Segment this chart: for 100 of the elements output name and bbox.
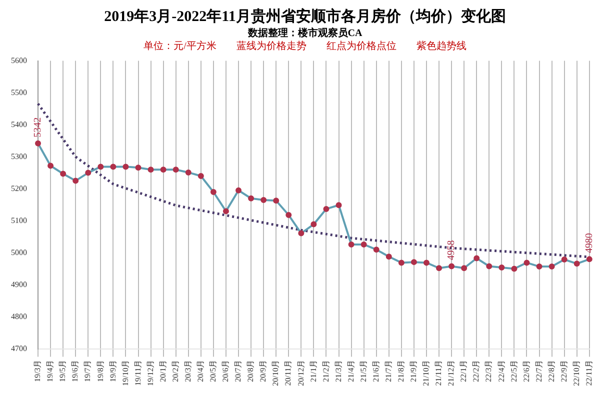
point bbox=[448, 263, 455, 270]
y-tick-label: 4900 bbox=[11, 280, 27, 289]
point bbox=[360, 241, 367, 248]
x-tick-label: 22/9月 bbox=[559, 360, 568, 382]
x-tick-label: 21/8月 bbox=[396, 360, 406, 382]
point bbox=[298, 230, 304, 236]
point bbox=[474, 255, 480, 262]
x-tick-label: 20/7月 bbox=[234, 360, 243, 382]
x-tick-label: 22/5月 bbox=[509, 360, 518, 382]
point bbox=[185, 169, 192, 176]
x-tick-label: 20/1月 bbox=[158, 360, 168, 382]
chart-subtitle: 数据整理：楼市观察员CA bbox=[246, 27, 364, 40]
y-tick-label: 5300 bbox=[11, 152, 27, 161]
x-tick-label: 19/9月 bbox=[108, 360, 118, 382]
chart-title: 2019年3月-2022年11月贵州省安顺市各月房价（均价）变化图 bbox=[103, 8, 507, 27]
x-tick-label: 20/10月 bbox=[271, 360, 280, 386]
x-tick-label: 20/2月 bbox=[170, 360, 180, 382]
x-tick-label: 20/3月 bbox=[183, 360, 192, 382]
point bbox=[574, 260, 580, 267]
x-tick-label: 21/4月 bbox=[346, 360, 356, 382]
point bbox=[436, 265, 442, 272]
point bbox=[348, 241, 354, 248]
point bbox=[85, 170, 92, 176]
x-tick-label: 19/8月 bbox=[96, 360, 105, 382]
x-tick-label: 22/3月 bbox=[484, 360, 494, 382]
x-tick-label: 19/11月 bbox=[133, 360, 142, 386]
x-tick-label: 20/5月 bbox=[208, 360, 218, 382]
x-tick-label: 22/7月 bbox=[534, 360, 544, 382]
point bbox=[248, 195, 254, 202]
x-tick-label: 21/12月 bbox=[446, 360, 456, 386]
point bbox=[35, 140, 41, 146]
x-tick-label: 21/1月 bbox=[308, 360, 318, 382]
point bbox=[310, 221, 317, 228]
point bbox=[423, 260, 430, 266]
x-tick-label: 20/12月 bbox=[296, 360, 306, 386]
y-tick-label: 4800 bbox=[11, 312, 27, 321]
point bbox=[386, 254, 392, 260]
x-tick-label: 22/6月 bbox=[522, 360, 531, 382]
point bbox=[148, 166, 154, 173]
x-tick-label: 21/7月 bbox=[384, 360, 393, 382]
point bbox=[561, 256, 568, 263]
point bbox=[461, 265, 468, 272]
point bbox=[98, 164, 104, 170]
y-tick-label: 4700 bbox=[11, 344, 27, 353]
y-tick-label: 5000 bbox=[11, 248, 27, 257]
point bbox=[524, 260, 530, 266]
x-tick-label: 21/2月 bbox=[321, 360, 330, 382]
x-tick-label: 21/10月 bbox=[422, 360, 431, 386]
x-tick-label: 20/11月 bbox=[284, 360, 293, 386]
point bbox=[498, 264, 505, 271]
x-tick-label: 22/2月 bbox=[472, 360, 481, 382]
x-tick-label: 19/6月 bbox=[70, 360, 80, 382]
point bbox=[122, 164, 129, 170]
point bbox=[135, 164, 142, 171]
point bbox=[511, 266, 518, 272]
x-tick-label: 19/4月 bbox=[46, 360, 55, 382]
data-label: 5342 bbox=[32, 117, 44, 138]
x-tick-label: 21/5月 bbox=[358, 360, 368, 382]
x-tick-label: 20/8月 bbox=[246, 360, 256, 382]
point bbox=[586, 256, 592, 262]
point bbox=[198, 172, 204, 179]
x-tick-label: 22/8月 bbox=[546, 360, 556, 382]
x-tick-label: 22/11月 bbox=[584, 360, 594, 386]
point bbox=[236, 187, 242, 194]
point bbox=[172, 166, 179, 173]
point bbox=[160, 166, 166, 173]
y-tick-label: 5500 bbox=[11, 88, 27, 97]
point bbox=[273, 198, 280, 204]
y-tick-label: 5200 bbox=[11, 184, 27, 193]
x-tick-label: 19/10月 bbox=[120, 360, 130, 386]
point bbox=[72, 178, 79, 184]
x-tick-label: 19/3月 bbox=[33, 360, 42, 382]
y-tick-label: 5600 bbox=[11, 56, 27, 65]
point bbox=[536, 264, 542, 270]
x-tick-label: 21/3月 bbox=[334, 360, 343, 382]
point bbox=[48, 162, 54, 169]
x-tick-label: 19/5月 bbox=[58, 360, 68, 382]
point bbox=[410, 259, 417, 266]
x-tick-label: 22/10月 bbox=[572, 360, 581, 386]
x-tick-label: 20/6月 bbox=[221, 360, 230, 382]
x-tick-label: 20/9月 bbox=[258, 360, 268, 382]
point bbox=[260, 196, 267, 203]
x-tick-label: 19/12月 bbox=[146, 360, 155, 386]
point bbox=[486, 263, 492, 270]
x-tick-label: 20/4月 bbox=[196, 360, 206, 382]
x-tick-label: 21/11月 bbox=[434, 360, 444, 386]
data-label: 4958 bbox=[446, 240, 458, 260]
point bbox=[398, 260, 404, 266]
y-tick-label: 5100 bbox=[11, 216, 27, 225]
point bbox=[323, 206, 330, 212]
point bbox=[110, 164, 116, 170]
x-tick-label: 22/4月 bbox=[496, 360, 506, 382]
data-label: 4980 bbox=[584, 233, 596, 254]
y-tick-label: 5400 bbox=[11, 120, 27, 129]
point bbox=[373, 246, 380, 253]
x-tick-label: 21/6月 bbox=[371, 360, 380, 382]
x-tick-label: 22/1月 bbox=[459, 360, 468, 382]
point bbox=[210, 188, 216, 195]
point bbox=[222, 208, 229, 214]
point bbox=[60, 170, 66, 177]
